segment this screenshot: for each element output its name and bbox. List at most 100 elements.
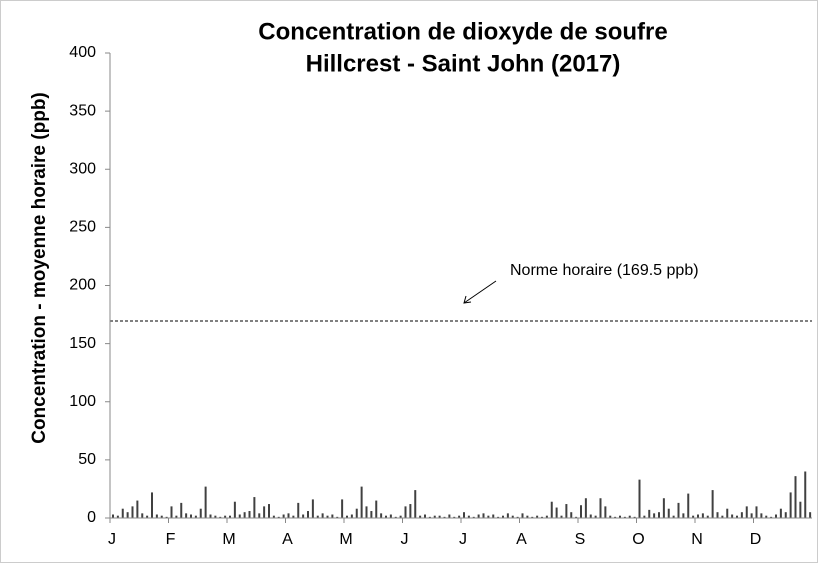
bar: [233, 501, 236, 518]
bar: [750, 513, 753, 518]
bar: [336, 516, 339, 518]
bar: [775, 514, 777, 518]
bar: [809, 512, 812, 518]
y-tick-label: 250: [69, 219, 96, 236]
bar: [209, 514, 212, 518]
bar: [726, 508, 729, 518]
y-axis-label: Concentration - moyenne horaire (ppb): [29, 92, 50, 444]
bar: [580, 505, 582, 518]
bar: [370, 511, 373, 518]
bar: [131, 506, 134, 518]
bar: [126, 512, 129, 518]
bar: [472, 516, 475, 518]
bar: [589, 514, 592, 518]
bar: [185, 513, 188, 518]
bar: [672, 515, 675, 518]
bar: [799, 501, 802, 518]
bar: [677, 502, 680, 518]
x-tick-label: M: [339, 531, 352, 548]
bar: [653, 513, 656, 518]
bar: [326, 515, 329, 518]
bar: [199, 508, 202, 518]
bar: [662, 498, 665, 518]
bar: [350, 514, 353, 518]
bar: [316, 515, 319, 518]
bar: [779, 508, 782, 518]
bar: [121, 508, 124, 518]
bar: [433, 515, 436, 518]
bar: [394, 516, 397, 518]
bar: [584, 498, 587, 518]
bar: [277, 516, 280, 518]
bar: [151, 492, 153, 518]
bar: [575, 516, 578, 518]
bar: [409, 504, 412, 518]
y-tick-label: 0: [87, 509, 96, 526]
bar: [258, 513, 261, 518]
bar: [419, 515, 422, 518]
bar: [599, 498, 602, 518]
bar: [487, 515, 490, 518]
bar: [697, 514, 699, 518]
bar: [175, 515, 178, 518]
bar: [292, 515, 295, 518]
bar: [424, 514, 426, 518]
bar: [414, 490, 417, 518]
bar: [555, 507, 558, 518]
bar: [692, 515, 695, 518]
bar: [541, 516, 543, 518]
bar: [638, 479, 641, 518]
bar: [570, 512, 573, 518]
bar: [745, 506, 748, 518]
bar: [633, 516, 636, 518]
bar: [380, 513, 383, 518]
bar: [229, 515, 231, 518]
bar: [804, 471, 807, 518]
bar: [731, 514, 734, 518]
bar: [711, 490, 714, 518]
bar: [482, 513, 485, 518]
bar: [214, 515, 217, 518]
bar: [516, 516, 519, 518]
bar: [623, 516, 626, 518]
bar: [755, 506, 758, 518]
bar: [355, 508, 358, 518]
x-tick-label: M: [222, 531, 235, 548]
bar: [248, 511, 251, 518]
bar: [404, 506, 407, 518]
x-tick-label: A: [516, 531, 527, 548]
bar: [146, 515, 149, 518]
bar: [155, 514, 158, 518]
bar: [194, 515, 197, 518]
bar: [545, 515, 548, 518]
x-tick-label: N: [691, 531, 703, 548]
bar: [453, 516, 456, 518]
chart-title: Concentration de dioxyde de soufre: [258, 18, 667, 45]
bar: [701, 513, 704, 518]
bar: [458, 515, 461, 518]
bar: [287, 513, 290, 518]
chart-subtitle: Hillcrest - Saint John (2017): [306, 50, 621, 77]
bar: [628, 515, 631, 518]
bar: [346, 515, 348, 518]
bar: [770, 516, 773, 518]
bar: [497, 516, 500, 518]
bar: [297, 502, 300, 518]
bar: [526, 515, 529, 518]
bar: [365, 506, 368, 518]
annotation: Norme horaire (169.5 ppb): [510, 262, 699, 279]
bar: [506, 513, 509, 518]
bar: [604, 506, 607, 518]
bar: [721, 515, 724, 518]
y-tick-label: 200: [69, 277, 96, 294]
bar: [204, 486, 207, 518]
y-tick-label: 300: [69, 160, 96, 177]
annotation-arrow: [463, 280, 497, 304]
bar: [428, 516, 431, 518]
bar: [521, 513, 524, 518]
bar: [492, 514, 495, 518]
bar: [463, 512, 465, 518]
bar: [136, 500, 139, 518]
